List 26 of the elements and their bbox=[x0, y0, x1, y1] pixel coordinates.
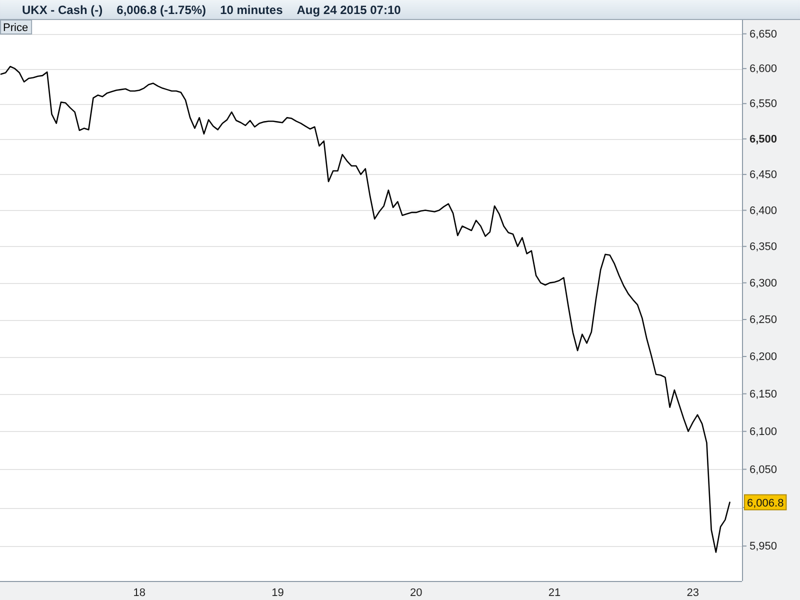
text: 10 minutes bbox=[220, 3, 284, 17]
line-series bbox=[0, 66, 730, 553]
y-tick-label: 6,100 bbox=[750, 426, 778, 438]
y-tick-label: 6,600 bbox=[750, 63, 778, 76]
y-tick-label: 5,950 bbox=[750, 540, 778, 553]
y-tick-label: 6,250 bbox=[750, 314, 778, 326]
y-tick-label: 6,150 bbox=[750, 388, 778, 400]
x-tick-label: 23 bbox=[686, 586, 699, 599]
y-tick-label: 6,050 bbox=[750, 464, 778, 476]
text: Aug 24 2015 07:10 bbox=[296, 3, 402, 17]
annotation: 6,006.8 bbox=[747, 497, 784, 510]
y-tick-label: 6,450 bbox=[750, 168, 778, 181]
x-tick-label: 20 bbox=[410, 586, 422, 599]
y-tick-label: 6,300 bbox=[750, 277, 778, 290]
chart-subtitle: 6,006.8 (-1.75%) bbox=[116, 3, 206, 17]
y-tick-label: 6,350 bbox=[750, 240, 778, 253]
x-tick-label: 19 bbox=[272, 586, 284, 599]
text: Price bbox=[3, 22, 28, 34]
chart-title: UKX - Cash (-) bbox=[22, 3, 103, 17]
y-tick-label: 6,550 bbox=[750, 98, 778, 110]
y-tick-label: 6,650 bbox=[750, 28, 778, 40]
y-tick-label: 6,400 bbox=[750, 204, 778, 217]
y-tick-label: 6,200 bbox=[750, 351, 778, 364]
y-tick-label: 6,500 bbox=[750, 133, 778, 146]
x-tick-label: 18 bbox=[133, 586, 146, 599]
x-tick-label: 21 bbox=[548, 586, 561, 599]
